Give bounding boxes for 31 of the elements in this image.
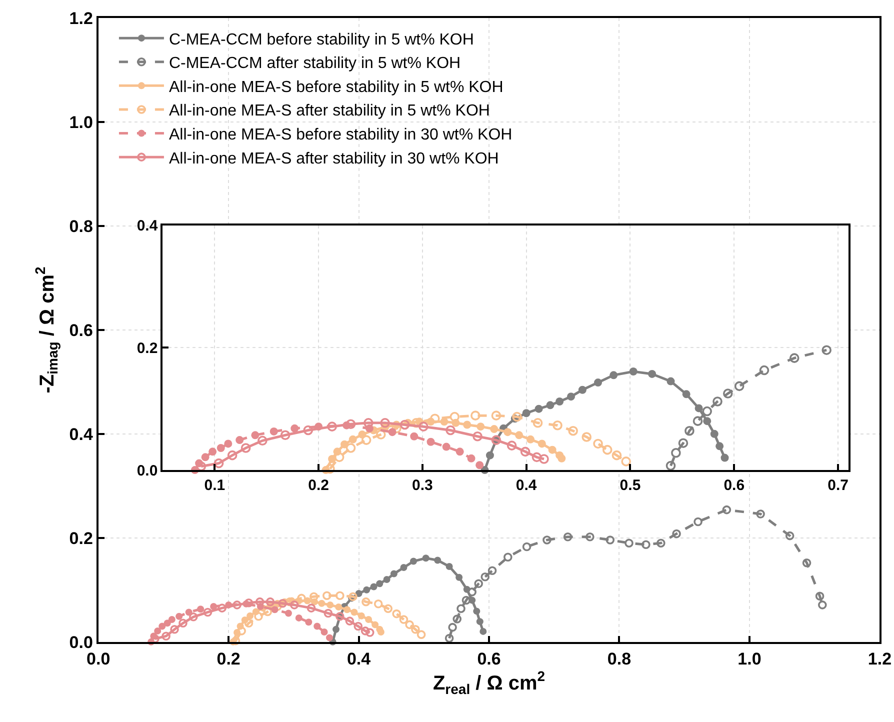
y-tick-label: 0.0 <box>69 632 93 652</box>
y-tick-label: 0.2 <box>136 340 158 357</box>
x-axis-title: Z$_{real}$ / Ω cm$^{2}$ <box>432 668 546 697</box>
y-tick-label: 1.0 <box>69 112 93 132</box>
y-tick-label: 0.2 <box>69 528 93 548</box>
y-tick-label: 0.4 <box>69 424 94 444</box>
x-tick-label: 0.4 <box>516 477 538 494</box>
x-tick-label: 0.4 <box>346 649 372 668</box>
y-tick-label: 0.6 <box>69 320 93 340</box>
x-tick-label: 0.2 <box>216 649 240 668</box>
x-tick-label: 0.7 <box>828 477 848 494</box>
x-tick-label: 0.6 <box>477 649 501 668</box>
x-tick-label: 0.8 <box>607 649 632 668</box>
y-tick-label: 0.8 <box>69 216 93 236</box>
x-tick-label: 0.5 <box>620 477 641 494</box>
legend-label: All-in-one MEA-S after stability in 5 wt% KOH <box>168 102 490 120</box>
x-tick-label: 0.0 <box>86 649 110 668</box>
legend-label: All-in-one MEA-S before stability in 5 wt% KOH <box>168 78 504 96</box>
x-tick-label: 0.1 <box>204 477 226 494</box>
x-tick-label: 0.3 <box>412 477 433 494</box>
y-tick-label: 0.4 <box>136 218 158 235</box>
x-tick-label: 0.6 <box>724 477 745 494</box>
y-tick-label: 1.2 <box>69 9 93 28</box>
x-tick-label: 1.2 <box>868 649 892 668</box>
legend-label: C-MEA-CCM after stability in 5 wt% KOH <box>168 55 461 72</box>
legend-label: All-in-one MEA-S before stability in 30 wt% KOH <box>168 126 512 144</box>
legend-label: C-MEA-CCM before stability in 5 wt% KOH <box>168 31 474 48</box>
legend-label: All-in-one MEA-S after stability in 30 wt% KOH <box>168 150 499 168</box>
y-tick-label: 0.0 <box>136 462 158 480</box>
x-tick-label: 0.2 <box>308 477 329 494</box>
x-tick-label: 1.0 <box>738 649 762 668</box>
